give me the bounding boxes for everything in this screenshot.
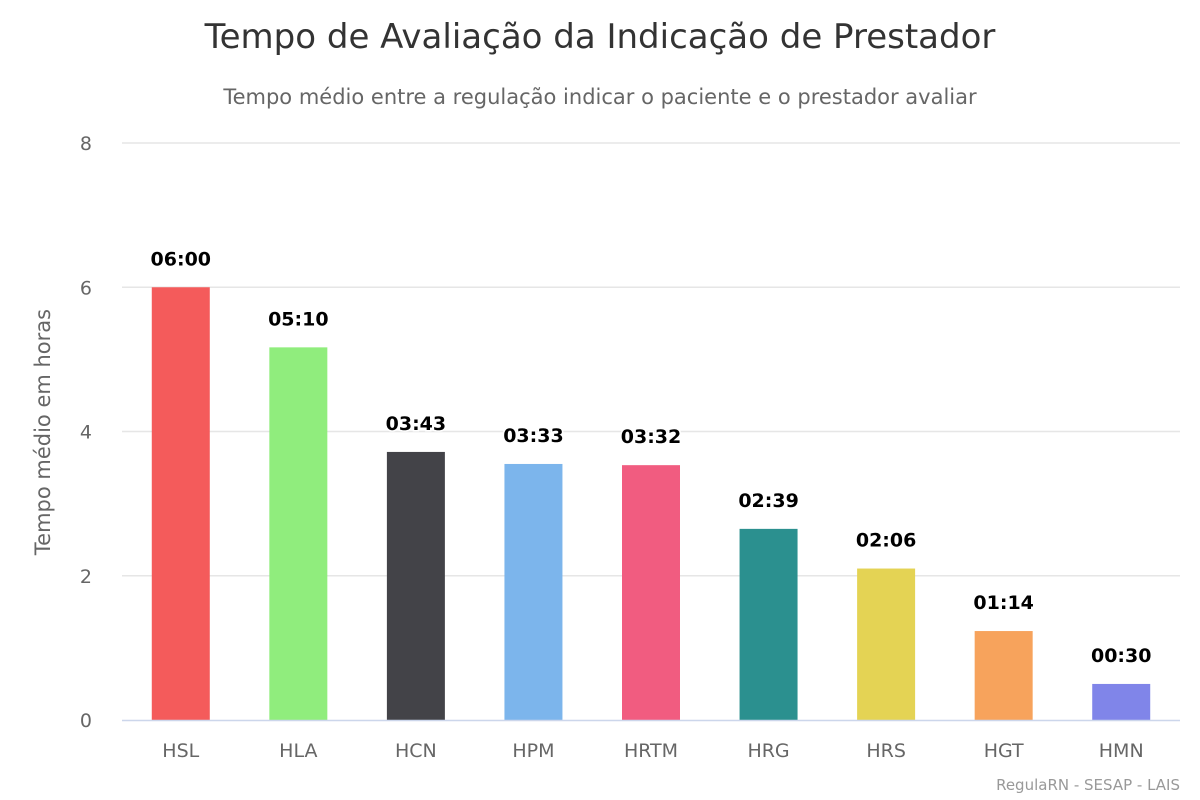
x-tick-label: HLA xyxy=(279,740,317,762)
y-tick-label: 6 xyxy=(80,277,92,299)
bar-hmn[interactable] xyxy=(1092,683,1151,720)
data-label: 05:10 xyxy=(268,308,328,330)
x-tick-label: HRG xyxy=(747,740,789,762)
data-label: 06:00 xyxy=(151,248,211,270)
bar-hrtm[interactable] xyxy=(622,465,680,720)
bar-hrg[interactable] xyxy=(739,528,798,720)
y-tick-label: 4 xyxy=(80,422,92,444)
x-tick-label: HGT xyxy=(984,740,1024,762)
data-label: 03:32 xyxy=(621,426,681,448)
x-tick-label: HPM xyxy=(512,740,554,762)
credits[interactable]: RegulaRN - SESAP - LAIS xyxy=(996,776,1180,794)
bar-hla[interactable] xyxy=(269,347,328,720)
data-label: 02:06 xyxy=(856,530,916,552)
chart-subtitle: Tempo médio entre a regulação indicar o … xyxy=(222,85,977,109)
y-tick-label: 8 xyxy=(80,133,92,155)
x-tick-label: HRTM xyxy=(624,740,678,762)
x-tick-label: HMN xyxy=(1099,740,1144,762)
x-tick-label: HCN xyxy=(395,740,437,762)
bar-hsl[interactable] xyxy=(151,287,210,720)
x-tick-label: HRS xyxy=(866,740,906,762)
bar-hcn[interactable] xyxy=(386,451,445,720)
chart-title: Tempo de Avaliação da Indicação de Prest… xyxy=(204,17,996,57)
data-label: 02:39 xyxy=(738,490,798,512)
y-tick-label: 0 xyxy=(80,710,92,732)
data-label: 00:30 xyxy=(1091,645,1151,667)
x-tick-label: HSL xyxy=(162,740,199,762)
data-label: 03:33 xyxy=(503,425,563,447)
bar-hrs[interactable] xyxy=(857,568,916,720)
y-axis-label: Tempo médio em horas xyxy=(31,309,55,556)
data-label: 03:43 xyxy=(386,413,446,435)
bar-hgt[interactable] xyxy=(974,631,1033,720)
data-label: 01:14 xyxy=(973,592,1033,614)
y-tick-label: 2 xyxy=(80,566,92,588)
bar-hpm[interactable] xyxy=(504,463,563,720)
